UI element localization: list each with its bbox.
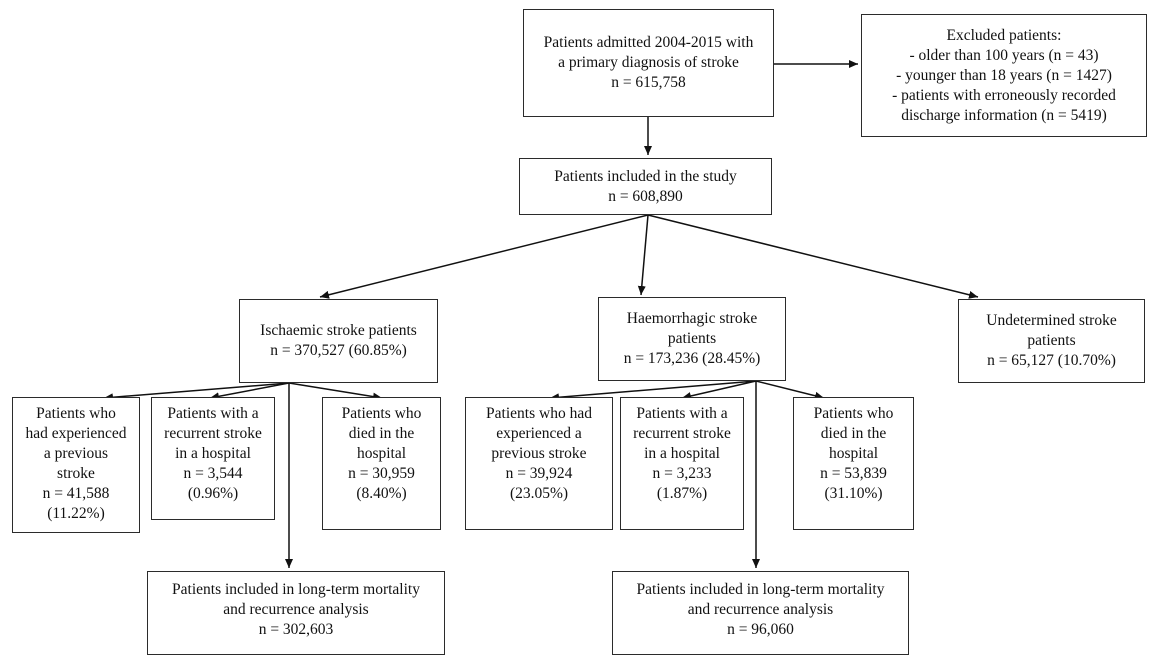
box-text-line: n = 39,924 bbox=[505, 465, 573, 482]
box-text-line: Patients with a bbox=[636, 405, 728, 422]
box-text-line: Patients who bbox=[341, 405, 422, 422]
box-haemorrhagic-died-hospital: Patients who died in the hospital n = 53,83… bbox=[793, 397, 914, 530]
box-ischaemic-stroke: Ischaemic stroke patients n = 370,527 (60… bbox=[239, 299, 438, 383]
box-text-line: n = 53,839 bbox=[820, 465, 887, 482]
box-text-line: died in the bbox=[820, 425, 887, 442]
box-text-line: Patients with a bbox=[167, 405, 259, 422]
box-ischaemic-longterm-analysis: Patients included in long-term mortality… bbox=[147, 571, 445, 655]
box-excluded-patients: Excluded patients: - older than 100 years… bbox=[861, 14, 1147, 137]
box-included-patients: Patients included in the study n = 608,89… bbox=[519, 158, 772, 215]
box-text-line: Haemorrhagic stroke bbox=[626, 310, 758, 327]
box-text-line: n = 173,236 (28.45%) bbox=[623, 350, 761, 367]
arrow-ischaemic-to-died bbox=[288, 382, 383, 401]
box-text-line: and recurrence analysis bbox=[687, 601, 834, 618]
box-haemorrhagic-stroke: Haemorrhagic stroke patients n = 173,236 (… bbox=[598, 297, 786, 381]
box-text-line: hospital bbox=[356, 445, 407, 462]
box-text-line: n = 65,127 (10.70%) bbox=[987, 352, 1116, 369]
box-text-line: n = 41,588 bbox=[42, 485, 110, 502]
box-text-line: patients bbox=[667, 330, 717, 347]
box-text-line: n = 3,544 bbox=[183, 465, 243, 482]
arrow-ischaemic-to-recurrent bbox=[209, 382, 290, 401]
box-text-line: (8.40%) bbox=[356, 485, 407, 502]
box-text-line: (1.87%) bbox=[656, 485, 708, 502]
box-text-line: recurrent stroke bbox=[164, 425, 262, 442]
box-text-line: discharge information (n = 5419) bbox=[901, 106, 1107, 124]
box-ischaemic-died-hospital: Patients who died in the hospital n = 30,95… bbox=[322, 397, 441, 530]
box-text-line: Patients included in the study bbox=[554, 167, 737, 185]
box-text-line: Patients included in long-term mortality bbox=[636, 581, 885, 598]
box-text-line: - younger than 18 years (n = 1427) bbox=[896, 66, 1112, 84]
box-text-line: in a hospital bbox=[175, 445, 251, 462]
box-text-line: n = 96,060 bbox=[727, 621, 794, 638]
box-haemorrhagic-longterm-analysis: Patients included in long-term mortality… bbox=[612, 571, 909, 655]
box-admitted-patients: Patients admitted 2004-2015 with a primar… bbox=[523, 9, 774, 117]
box-text-line: Patients who bbox=[813, 405, 894, 422]
box-text-line: in a hospital bbox=[644, 445, 720, 462]
box-text-line: Patients admitted 2004-2015 with bbox=[543, 34, 754, 51]
box-text-line: stroke bbox=[57, 465, 95, 482]
arrow-haemorrhagic-to-previous bbox=[549, 380, 757, 402]
box-text-line: died in the bbox=[348, 425, 415, 442]
box-text-line: Patients included in long-term mortality bbox=[172, 581, 420, 598]
box-text-line: n = 30,959 bbox=[348, 465, 415, 482]
box-undetermined-stroke: Undetermined stroke patients n = 65,127 (1… bbox=[958, 299, 1145, 383]
box-text-line: Patients who bbox=[36, 405, 116, 422]
box-text-line: a previous bbox=[43, 445, 109, 462]
box-text-line: - older than 100 years (n = 43) bbox=[909, 46, 1099, 64]
arrow-included-to-undetermined bbox=[647, 214, 979, 299]
box-text-line: patients bbox=[1027, 332, 1076, 349]
box-haemorrhagic-previous-stroke: Patients who had experienced a previous st… bbox=[465, 397, 613, 530]
arrow-ischaemic-to-previous bbox=[103, 382, 290, 402]
box-ischaemic-previous-stroke: Patients who had experienced a previous str… bbox=[12, 397, 140, 533]
arrow-included-to-haemorrhagic bbox=[637, 214, 649, 296]
box-text-line: Patients who had bbox=[486, 405, 592, 422]
box-text-line: hospital bbox=[828, 445, 879, 462]
box-text-line: recurrent stroke bbox=[633, 425, 731, 442]
box-text-line: n = 302,603 bbox=[258, 621, 334, 638]
box-text-line: n = 370,527 (60.85%) bbox=[270, 342, 407, 359]
box-text-line: (0.96%) bbox=[187, 485, 239, 502]
box-text-line: and recurrence analysis bbox=[223, 601, 369, 618]
box-text-line: a primary diagnosis of stroke bbox=[558, 54, 739, 71]
box-text-line: Excluded patients: bbox=[946, 26, 1062, 44]
box-text-line: Undetermined stroke bbox=[986, 312, 1117, 329]
arrow-haemorrhagic-to-recurrent bbox=[681, 380, 757, 400]
box-text-line: experienced a bbox=[496, 425, 582, 442]
box-text-line: n = 608,890 bbox=[608, 187, 683, 205]
box-text-line: (11.22%) bbox=[47, 505, 105, 522]
box-haemorrhagic-recurrent-stroke: Patients with a recurrent stroke in a hosp… bbox=[620, 397, 744, 530]
box-text-line: - patients with erroneously recorded bbox=[892, 86, 1116, 104]
arrow-included-to-ischaemic bbox=[319, 214, 649, 299]
box-text-line: previous stroke bbox=[491, 445, 587, 462]
box-text-line: (31.10%) bbox=[824, 485, 883, 502]
box-ischaemic-recurrent-stroke: Patients with a recurrent stroke in a hosp… bbox=[151, 397, 275, 520]
box-text-line: (23.05%) bbox=[509, 485, 569, 502]
arrow-haemorrhagic-to-died bbox=[755, 380, 825, 400]
box-text-line: n = 3,233 bbox=[652, 465, 712, 482]
box-text-line: n = 615,758 bbox=[611, 74, 686, 91]
box-text-line: had experienced bbox=[25, 425, 127, 442]
box-text-line: Ischaemic stroke patients bbox=[260, 322, 417, 339]
